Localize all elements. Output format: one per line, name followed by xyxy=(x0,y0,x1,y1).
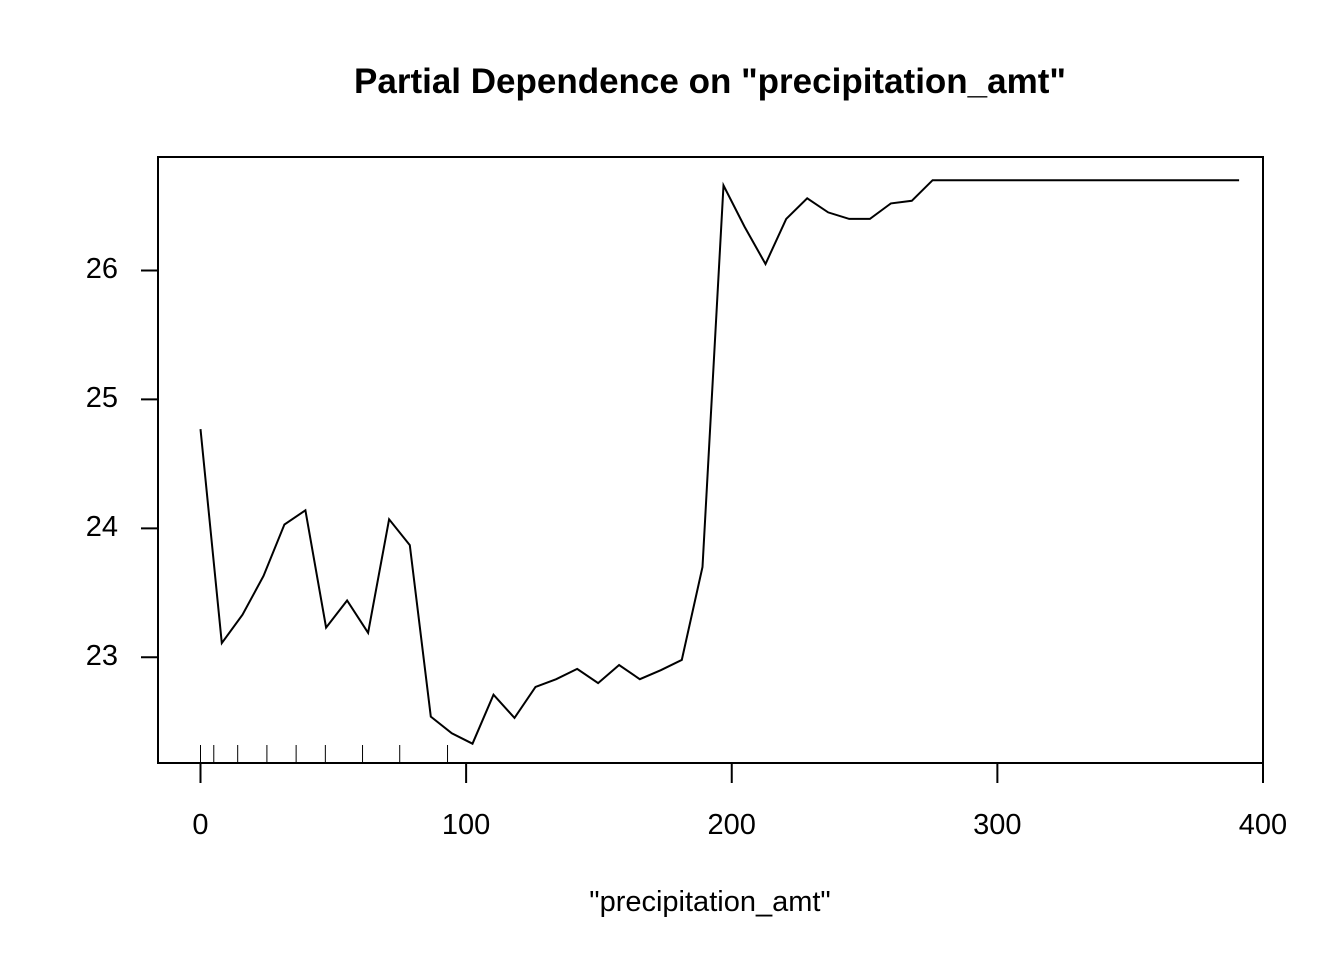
chart-title: Partial Dependence on "precipitation_amt… xyxy=(354,62,1066,101)
y-tick-label: 24 xyxy=(86,511,118,543)
plot-frame xyxy=(157,156,1264,764)
y-tick-label: 23 xyxy=(86,640,118,672)
x-tick-label: 200 xyxy=(708,809,756,841)
y-axis: 23 24 25 26 xyxy=(86,253,159,672)
x-axis: 0 100 200 300 400 xyxy=(192,762,1287,841)
series-line xyxy=(199,179,1240,746)
x-tick-label: 100 xyxy=(442,809,490,841)
rug-marks xyxy=(200,745,449,763)
x-tick-label: 400 xyxy=(1239,809,1287,841)
x-tick-label: 0 xyxy=(192,809,208,841)
x-tick-label: 300 xyxy=(973,809,1021,841)
x-axis-label: "precipitation_amt" xyxy=(589,886,830,918)
y-tick-label: 26 xyxy=(86,253,118,285)
y-tick-label: 25 xyxy=(86,382,118,414)
